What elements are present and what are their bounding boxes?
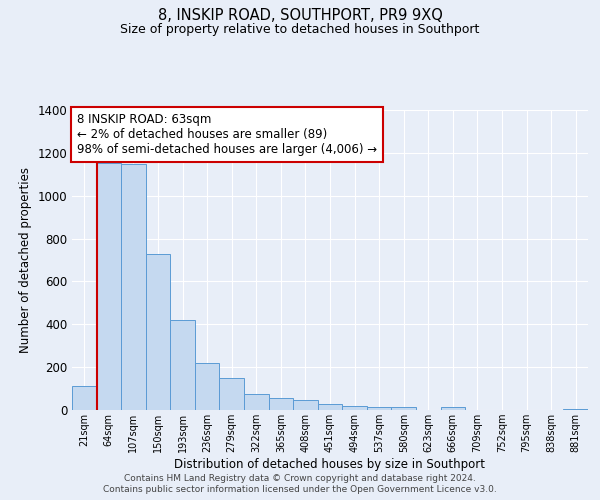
Y-axis label: Number of detached properties: Number of detached properties bbox=[19, 167, 32, 353]
Bar bbox=[195, 363, 220, 410]
Text: 8 INSKIP ROAD: 63sqm
← 2% of detached houses are smaller (89)
98% of semi-detach: 8 INSKIP ROAD: 63sqm ← 2% of detached ho… bbox=[77, 113, 377, 156]
Bar bbox=[97, 162, 121, 410]
Text: 8, INSKIP ROAD, SOUTHPORT, PR9 9XQ: 8, INSKIP ROAD, SOUTHPORT, PR9 9XQ bbox=[158, 8, 442, 22]
Bar bbox=[440, 407, 465, 410]
Text: Size of property relative to detached houses in Southport: Size of property relative to detached ho… bbox=[121, 22, 479, 36]
Text: Contains HM Land Registry data © Crown copyright and database right 2024.: Contains HM Land Registry data © Crown c… bbox=[124, 474, 476, 483]
Bar bbox=[220, 378, 244, 410]
Bar bbox=[293, 400, 318, 410]
X-axis label: Distribution of detached houses by size in Southport: Distribution of detached houses by size … bbox=[175, 458, 485, 471]
Bar bbox=[269, 398, 293, 410]
Bar bbox=[318, 404, 342, 410]
Bar bbox=[170, 320, 195, 410]
Text: Contains public sector information licensed under the Open Government Licence v3: Contains public sector information licen… bbox=[103, 485, 497, 494]
Bar bbox=[367, 407, 391, 410]
Bar bbox=[146, 254, 170, 410]
Bar bbox=[391, 407, 416, 410]
Bar bbox=[121, 164, 146, 410]
Bar bbox=[342, 406, 367, 410]
Bar bbox=[72, 386, 97, 410]
Bar bbox=[563, 409, 588, 410]
Bar bbox=[244, 394, 269, 410]
